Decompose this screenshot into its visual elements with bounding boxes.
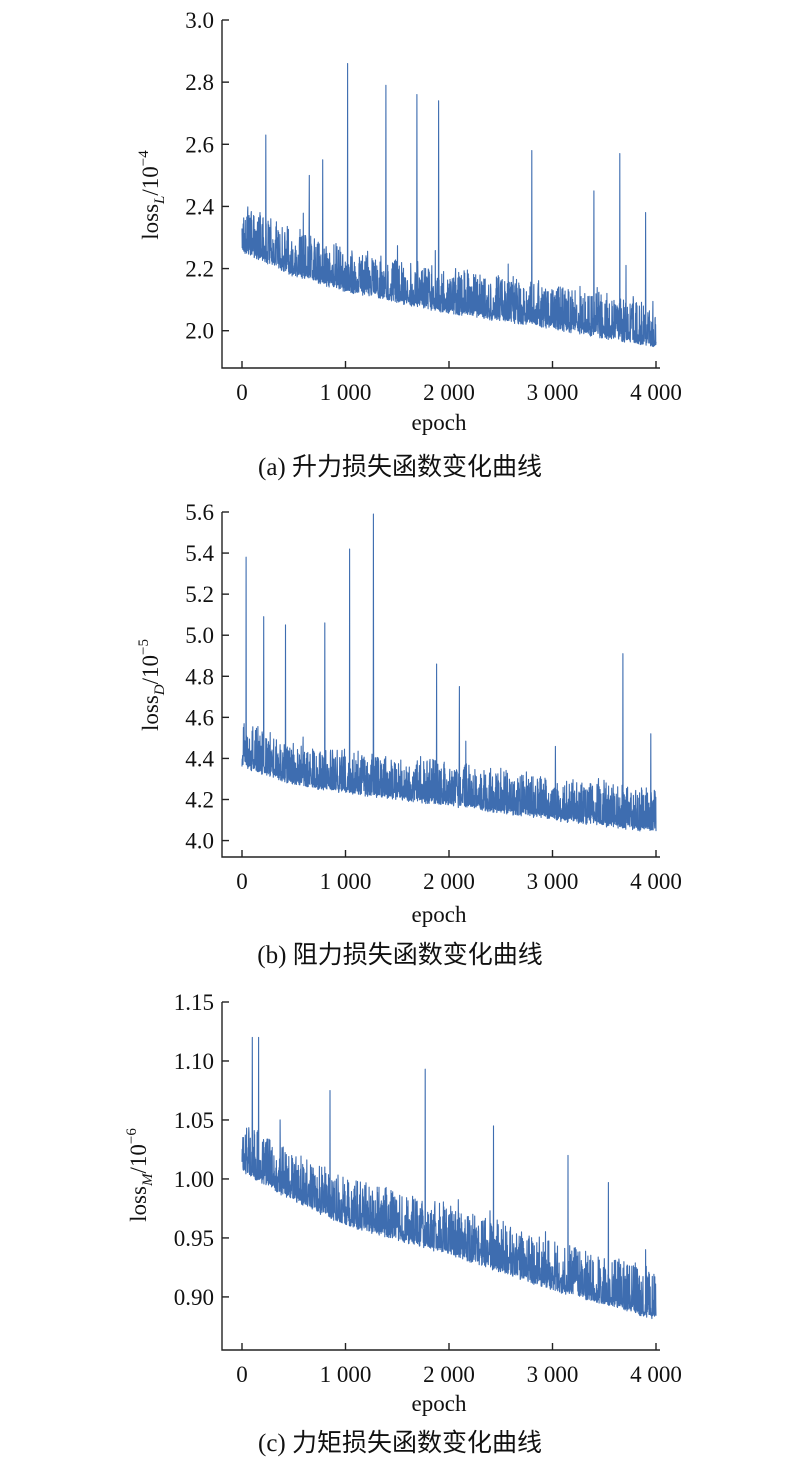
x-tick-label: 1 000: [320, 1362, 372, 1387]
y-tick-label: 4.8: [185, 664, 214, 689]
chart-c-ylabel: lossM/10−6: [124, 1128, 156, 1222]
chart-c-ticks: 0 1 000 2 000 3 000 4 000 0.90 0.95 1.00 1.05 1.1…: [174, 990, 682, 1387]
y-tick-label: 2.0: [185, 319, 214, 344]
y-tick-label: 5.0: [185, 623, 214, 648]
x-tick-label: 3 000: [527, 380, 579, 405]
x-tick-label: 0: [236, 869, 248, 894]
chart-a-series-line: [241, 62, 657, 348]
x-tick-label: 3 000: [527, 869, 579, 894]
x-tick-label: 4 000: [630, 869, 682, 894]
y-tick-label: 4.0: [185, 829, 214, 854]
chart-b-axes: [221, 512, 660, 858]
x-tick-label: 2 000: [423, 869, 475, 894]
x-tick-label: 0: [236, 1362, 248, 1387]
chart-c-series-line: [241, 1036, 657, 1320]
chart-panel-c: 0 1 000 2 000 3 000 4 000 0.90 0.95 1.00 1.05 1.1…: [0, 980, 800, 1465]
chart-a-caption: (a) 升力损失函数变化曲线: [258, 454, 542, 481]
y-tick-label: 0.90: [174, 1285, 214, 1310]
x-tick-label: 4 000: [630, 1362, 682, 1387]
chart-b-ticks: 0 1 000 2 000 3 000 4 000 4.0 4.2 4.4 4.6 4.8 5.0 5…: [185, 500, 682, 894]
chart-b-xlabel: epoch: [412, 902, 467, 927]
y-tick-label: 2.6: [185, 132, 214, 157]
x-tick-label: 0: [236, 380, 248, 405]
y-tick-label: 4.2: [185, 788, 214, 813]
y-tick-label: 4.4: [185, 746, 214, 771]
chart-a-ticks: 0 1 000 2 000 3 000 4 000 2.0 2.2 2.4 2.6 2.8 3.0: [185, 8, 682, 405]
x-tick-label: 1 000: [320, 869, 372, 894]
chart-a-ylabel: lossL/10−4: [136, 150, 168, 240]
chart-panel-b: 0 1 000 2 000 3 000 4 000 4.0 4.2 4.4 4.6 4.8 5.0 5…: [0, 490, 800, 980]
chart-c-svg: 0 1 000 2 000 3 000 4 000 0.90 0.95 1.00 1.05 1.1…: [124, 990, 682, 1416]
x-tick-label: 1 000: [320, 380, 372, 405]
y-tick-label: 1.10: [174, 1049, 214, 1074]
chart-b-svg: 0 1 000 2 000 3 000 4 000 4.0 4.2 4.4 4.6 4.8 5.0 5…: [136, 500, 682, 927]
y-tick-label: 2.2: [185, 257, 214, 282]
x-tick-label: 2 000: [423, 380, 475, 405]
chart-b-series-line: [241, 513, 657, 832]
chart-b-ylabel: lossD/10−5: [136, 639, 168, 731]
x-tick-label: 3 000: [527, 1362, 579, 1387]
y-tick-label: 1.15: [174, 990, 214, 1015]
y-tick-label: 0.95: [174, 1226, 214, 1251]
y-tick-label: 3.0: [185, 8, 214, 33]
chart-a-xlabel: epoch: [412, 410, 467, 435]
y-tick-label: 5.4: [185, 541, 214, 566]
chart-c-axes: [221, 1002, 660, 1351]
x-tick-label: 4 000: [630, 380, 682, 405]
chart-c-caption: (c) 力矩损失函数变化曲线: [258, 1430, 542, 1457]
y-tick-label: 1.00: [174, 1167, 214, 1192]
y-tick-label: 1.05: [174, 1108, 214, 1133]
chart-b-caption: (b) 阻力损失函数变化曲线: [257, 942, 543, 969]
chart-c-xlabel: epoch: [412, 1391, 467, 1416]
chart-a-axes: [221, 20, 660, 369]
y-tick-label: 2.8: [185, 70, 214, 95]
y-tick-label: 2.4: [185, 194, 214, 219]
y-tick-label: 5.6: [185, 500, 214, 525]
y-tick-label: 4.6: [185, 705, 214, 730]
x-tick-label: 2 000: [423, 1362, 475, 1387]
y-tick-label: 5.2: [185, 582, 214, 607]
